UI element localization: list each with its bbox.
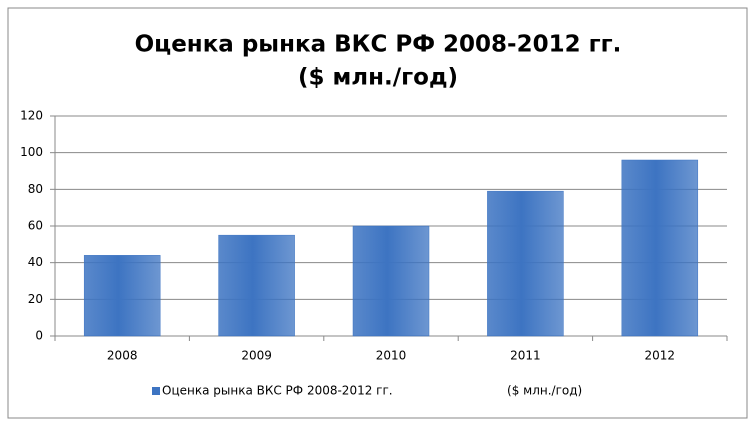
x-tick-label: 2012 [645, 349, 676, 363]
y-tick-label: 80 [28, 182, 43, 196]
x-tick-label: 2010 [376, 349, 407, 363]
y-tick-label: 0 [35, 329, 43, 343]
chart-title: Оценка рынка ВКС РФ 2008-2012 гг. [135, 32, 622, 58]
bar [352, 225, 430, 337]
y-tick-label: 60 [28, 219, 43, 233]
x-tick-label: 2008 [107, 349, 138, 363]
x-tick-label: 2009 [241, 349, 272, 363]
x-tick-label: 2011 [510, 349, 541, 363]
bar [83, 255, 161, 337]
y-tick-label: 40 [28, 255, 43, 269]
legend-label: Оценка рынка ВКС РФ 2008-2012 гг. ($ млн… [162, 384, 582, 398]
bar [621, 159, 699, 337]
y-tick-label: 100 [20, 145, 43, 159]
y-tick-label: 120 [20, 109, 43, 123]
y-tick-label: 20 [28, 292, 43, 306]
legend-swatch [152, 387, 160, 395]
bar [487, 190, 564, 337]
chart-subtitle: ($ млн./год) [298, 65, 458, 91]
bar [218, 234, 295, 337]
